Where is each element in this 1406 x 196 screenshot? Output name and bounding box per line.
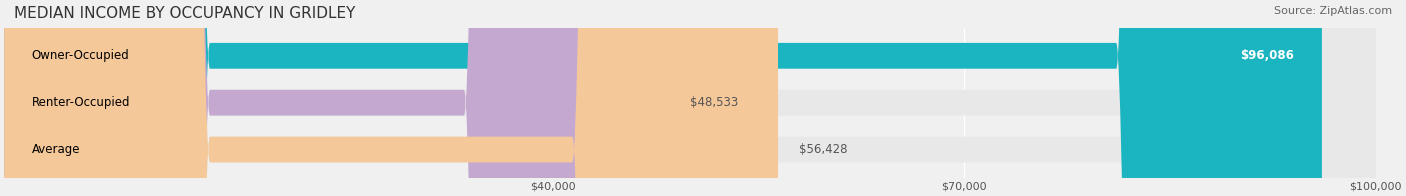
FancyBboxPatch shape [4,0,669,196]
Text: MEDIAN INCOME BY OCCUPANCY IN GRIDLEY: MEDIAN INCOME BY OCCUPANCY IN GRIDLEY [14,6,356,21]
FancyBboxPatch shape [4,0,778,196]
FancyBboxPatch shape [4,0,1375,196]
FancyBboxPatch shape [4,0,1375,196]
Text: Renter-Occupied: Renter-Occupied [31,96,131,109]
Text: $48,533: $48,533 [690,96,738,109]
Text: $56,428: $56,428 [799,143,846,156]
Text: Average: Average [31,143,80,156]
Text: Source: ZipAtlas.com: Source: ZipAtlas.com [1274,6,1392,16]
FancyBboxPatch shape [4,0,1375,196]
FancyBboxPatch shape [4,0,1322,196]
Text: $96,086: $96,086 [1240,49,1295,62]
Text: Owner-Occupied: Owner-Occupied [31,49,129,62]
